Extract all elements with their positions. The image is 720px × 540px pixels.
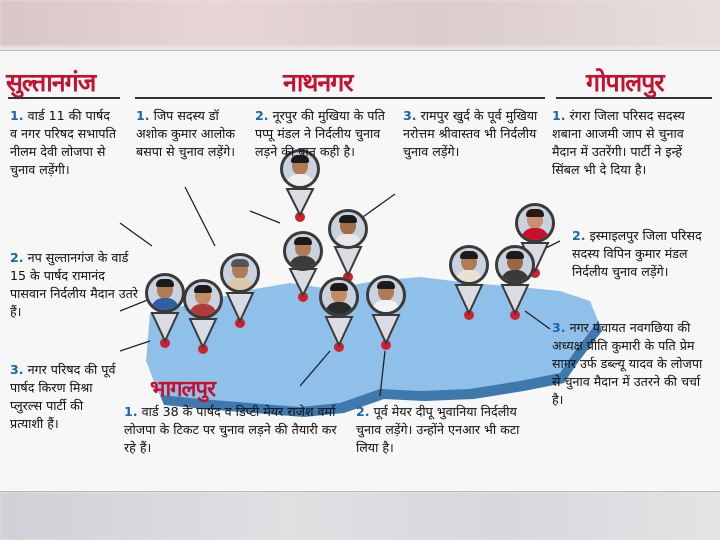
candidate-photo-pin: [495, 245, 535, 285]
header-underline: [135, 97, 545, 99]
candidate-photo-pin: [319, 277, 359, 317]
blurred-page-bottom: [0, 492, 720, 540]
candidate-photo-pin: [220, 253, 260, 293]
header-gopalpur: गोपालपुर: [586, 68, 665, 97]
nathnagar-note-2: 2. नूरपुर की मुखिया के पति पप्पू मंडल ने…: [255, 108, 385, 159]
header-nathnagar: नाथनगर: [283, 68, 354, 97]
candidate-photo-pin: [283, 231, 323, 271]
map-shape: [146, 277, 598, 407]
bhagalpur-note-2: 2. पूर्व मेयर दीपू भुवानिया निर्दलीय चुन…: [356, 404, 520, 455]
gopalpur-note-1: 1. रंगरा जिला परिसद सदस्य शबाना आजमी जाप…: [552, 108, 685, 177]
candidate-photo-pin: [183, 279, 223, 319]
header-underline: [556, 97, 712, 99]
city-label-bhagalpur: भागलपुर: [150, 377, 216, 402]
candidate-photo-pin: [515, 203, 555, 243]
candidate-photo-pin: [280, 149, 320, 189]
gopalpur-note-2: 2. इस्माइलपुर जिला परिसद सदस्य विपिन कुम…: [572, 228, 702, 279]
sultanganj-note-1: 1. वार्ड 11 की पार्षद व नगर परिषद सभापति…: [10, 108, 116, 177]
nathnagar-note-1: 1. जिप सदस्य डॉ अशोक कुमार आलोक बसपा से …: [136, 108, 236, 159]
nathnagar-note-3: 3. रामपुर खुर्द के पूर्व मुखिया नरोत्तम …: [403, 108, 538, 159]
bhagalpur-note-1: 1. वार्ड 38 के पार्षद व डिप्टी मेयर राजे…: [124, 404, 337, 455]
sultanganj-note-2: 2. नप सुल्तानगंज के वार्ड 15 के पार्षद र…: [10, 250, 138, 319]
candidate-photo-pin: [328, 209, 368, 249]
blurred-page-top: [0, 0, 720, 46]
candidate-photo-pin: [449, 245, 489, 285]
candidate-photo-pin: [145, 273, 185, 313]
candidate-photo-pin: [366, 275, 406, 315]
sultanganj-note-3: 3. नगर परिषद की पूर्व पार्षद किरण मिश्रा…: [10, 362, 116, 431]
infographic-panel: सुल्तानगंज नाथनगर गोपालपुर 1. वार्ड 11 क…: [0, 50, 720, 492]
gopalpur-note-3: 3. नगर पंचायत नवगछिया की अध्यक्ष प्रीति …: [552, 320, 703, 407]
district-map-graphic: [119, 186, 602, 417]
header-sultanganj: सुल्तानगंज: [6, 68, 96, 97]
header-underline: [8, 97, 120, 99]
